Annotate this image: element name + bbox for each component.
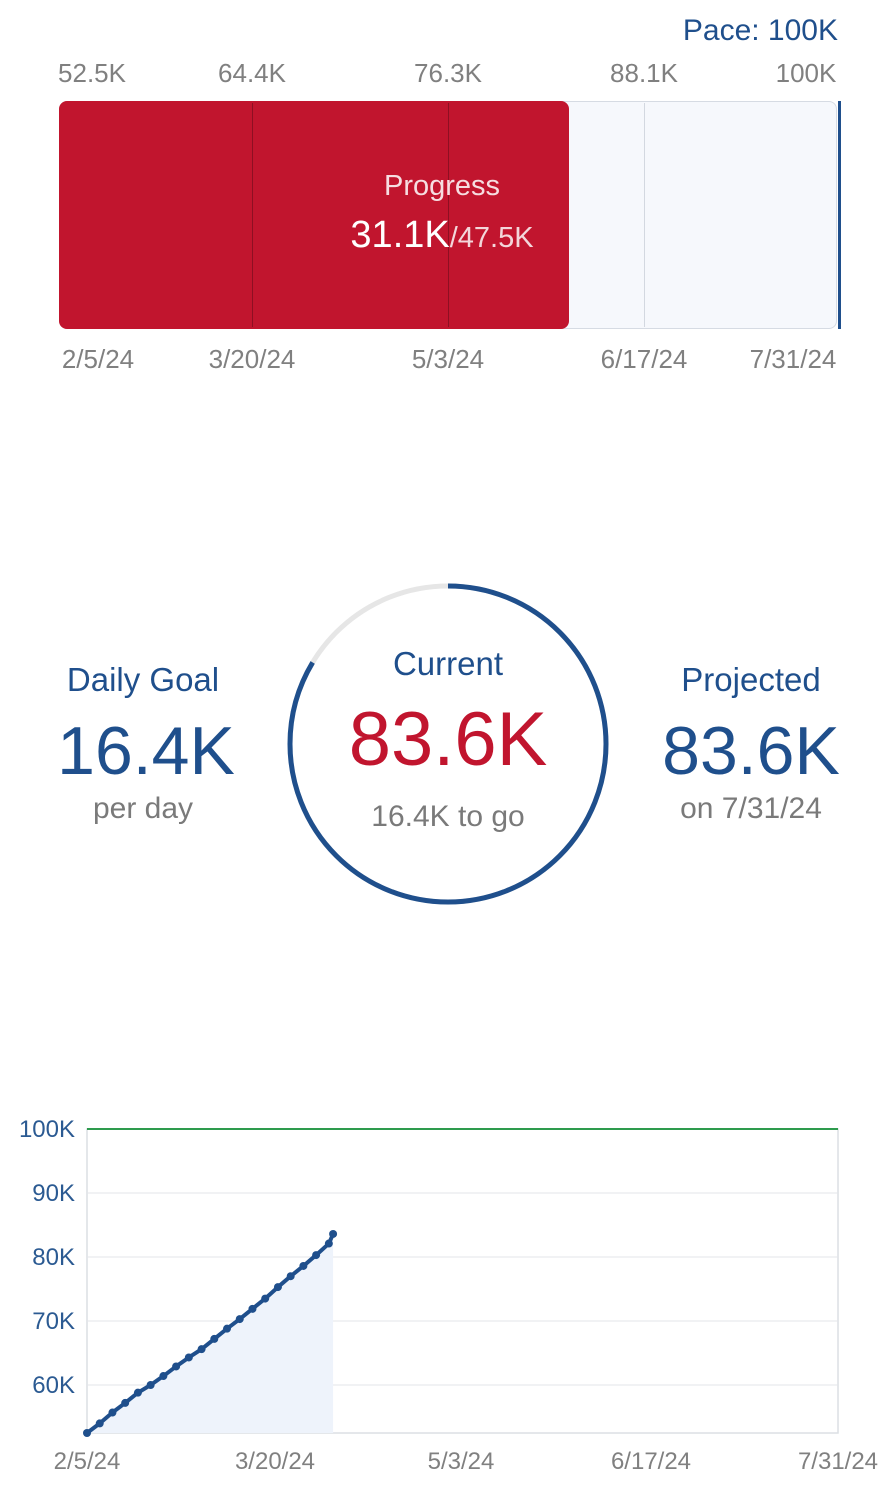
y-tick-label: 100K [19, 1116, 75, 1143]
data-point [329, 1229, 338, 1238]
pace-tick-top: 88.1K [610, 58, 678, 88]
data-point [133, 1388, 142, 1397]
pace-tick-top: 100K [775, 58, 837, 88]
data-point [83, 1429, 91, 1437]
data-point [197, 1345, 206, 1354]
progress-bar-fill [59, 101, 569, 329]
data-point [286, 1272, 295, 1281]
pace-date-tick: 5/3/24 [411, 344, 485, 374]
data-point [235, 1315, 244, 1324]
x-tick-label: 5/3/24 [428, 1448, 495, 1475]
progress-total: /47.5K [449, 222, 534, 254]
data-point [121, 1398, 130, 1407]
pace-label: Pace: 100K [682, 14, 838, 47]
progress-label: Progress [383, 170, 501, 202]
y-tick-label: 60K [32, 1372, 75, 1399]
daily-goal-label: Daily Goal [66, 661, 220, 698]
data-point [248, 1304, 257, 1313]
projected-value: 83.6K [662, 713, 840, 789]
pace-date-tick: 7/31/24 [749, 344, 837, 374]
x-tick-label: 3/20/24 [235, 1448, 315, 1475]
y-tick-label: 70K [32, 1308, 75, 1335]
data-point [108, 1408, 117, 1417]
data-point [299, 1261, 308, 1270]
data-point [312, 1251, 321, 1260]
y-tick-label: 90K [32, 1180, 75, 1207]
projected-sub: on 7/31/24 [680, 792, 822, 825]
data-point [273, 1283, 282, 1292]
data-point [172, 1362, 181, 1371]
progress-line-chart: 100K 90K 80K 70K 60K 2/5/24 3/20/24 5/3/24 6/17/… [19, 1116, 878, 1475]
current-label: Current [392, 645, 504, 682]
pace-tick-top: 64.4K [218, 58, 286, 88]
data-point [261, 1294, 270, 1303]
data-point [184, 1353, 193, 1362]
daily-goal-value: 16.4K [57, 713, 235, 789]
pace-tick-top: 52.5K [58, 58, 126, 88]
pace-marker [838, 101, 841, 329]
data-point [95, 1419, 104, 1428]
progress-bar-gridline [252, 103, 253, 327]
pace-date-tick: 3/20/24 [208, 344, 296, 374]
x-tick-label: 7/31/24 [798, 1448, 878, 1475]
pace-date-tick: 2/5/24 [61, 344, 135, 374]
progress-bar-gridline [644, 103, 645, 327]
projected-label: Projected [681, 661, 821, 698]
x-tick-label: 6/17/24 [611, 1448, 691, 1475]
y-tick-label: 80K [32, 1244, 75, 1271]
progress-bar-gridline [448, 103, 449, 327]
progress-current: 31.1K [350, 214, 450, 256]
ring-progress-arc [287, 583, 609, 905]
pace-tick-top: 76.3K [414, 58, 482, 88]
current-progress-ring [287, 583, 609, 905]
current-sub: 16.4K to go [371, 800, 525, 833]
data-point [146, 1381, 155, 1389]
current-value: 83.6K [348, 697, 548, 782]
data-point [210, 1334, 219, 1343]
series-area [87, 1233, 334, 1433]
progress-value: 31.1K/47.5K [350, 214, 533, 257]
pace-date-tick: 6/17/24 [600, 344, 688, 374]
data-point [223, 1324, 232, 1333]
daily-goal-sub: per day [92, 792, 194, 825]
data-point [324, 1239, 333, 1248]
data-point [159, 1372, 168, 1381]
x-tick-label: 2/5/24 [54, 1448, 121, 1475]
